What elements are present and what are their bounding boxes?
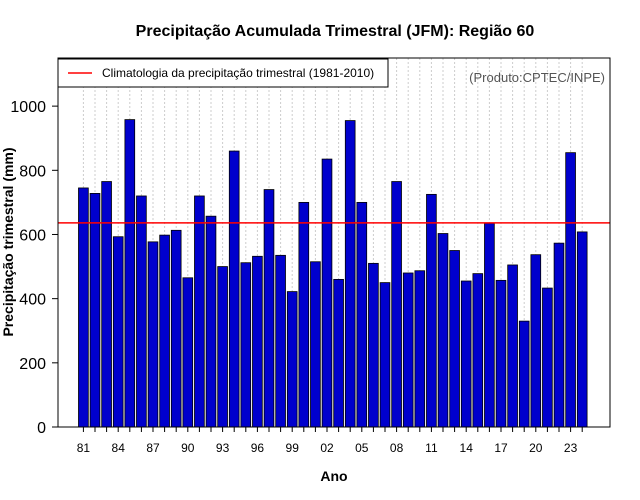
bar-23 [565, 152, 576, 428]
bar-91 [194, 195, 205, 428]
bar-94 [228, 150, 240, 428]
bar-98 [275, 254, 286, 428]
bar-81 [78, 187, 89, 428]
bar-06 [368, 262, 379, 428]
bar-02 [321, 158, 333, 428]
x-tick-label: 87 [146, 441, 160, 455]
y-tick-label: 200 [19, 356, 46, 373]
y-tick-label: 400 [19, 292, 46, 309]
x-tick-label: 93 [216, 441, 230, 455]
y-tick-label: 800 [19, 163, 46, 180]
bar-11 [426, 193, 437, 428]
bar-03 [333, 278, 344, 428]
x-axis: 81 84 87 90 93 96 99 02 05 08 11 14 17 20 23 [77, 427, 583, 455]
credit-text: (Produto:CPTEC/INPE) [469, 70, 605, 85]
bar-85 [124, 119, 136, 428]
bar-15 [472, 273, 484, 428]
legend: Climatologia da precipitação trimestral … [57, 58, 389, 88]
bar-99 [286, 291, 298, 428]
bar-16 [484, 222, 495, 428]
x-tick-label: 02 [320, 441, 334, 455]
bar-19 [518, 320, 530, 428]
bar-96 [252, 255, 263, 428]
bar-13 [449, 250, 460, 428]
bar-24 [576, 231, 588, 428]
bar-92 [205, 215, 217, 428]
bar-83 [101, 181, 112, 428]
bar-90 [182, 277, 194, 428]
bar-14 [460, 280, 472, 428]
bar-07 [379, 282, 391, 428]
bar-89 [170, 229, 182, 428]
x-tick-label: 84 [112, 441, 126, 455]
bar-09 [402, 272, 414, 428]
x-tick-label: 11 [425, 441, 438, 455]
bar-97 [263, 189, 275, 428]
bar-17 [495, 279, 507, 428]
x-tick-label: 17 [494, 441, 508, 455]
x-tick-label: 05 [355, 441, 369, 455]
x-tick-label: 99 [286, 441, 300, 455]
x-tick-label: 90 [181, 441, 195, 455]
plot-frame [57, 57, 611, 428]
bar-20 [530, 254, 542, 428]
chart-title: Precipitação Acumulada Trimestral (JFM):… [136, 23, 535, 40]
bar-18 [507, 264, 518, 428]
bar-05 [356, 201, 368, 428]
bar-95 [240, 262, 252, 428]
y-tick-label: 1000 [10, 99, 46, 116]
y-tick-label: 0 [37, 420, 46, 437]
legend-label: Climatologia da precipitação trimestral … [102, 66, 374, 80]
bar-00 [298, 201, 310, 428]
bar-88 [159, 234, 170, 428]
x-tick-label: 23 [564, 441, 578, 455]
bar-21 [542, 287, 553, 428]
bar-04 [344, 120, 356, 428]
y-axis-title: Precipitação trimestral (mm) [0, 147, 16, 336]
x-tick-label: 14 [460, 441, 474, 455]
bar-93 [217, 266, 228, 428]
y-axis: 0 200 400 600 800 1000 [10, 99, 58, 437]
x-tick-label: 96 [251, 441, 265, 455]
bar-10 [414, 270, 426, 428]
legend-box [57, 58, 389, 88]
bar-86 [136, 195, 147, 428]
bar-82 [89, 193, 101, 428]
bar-84 [112, 236, 124, 428]
x-tick-label: 81 [77, 441, 91, 455]
bar-87 [147, 241, 159, 428]
bar-22 [553, 242, 565, 428]
x-tick-label: 20 [529, 441, 543, 455]
bar-01 [310, 261, 321, 428]
bar-series [78, 119, 588, 428]
x-axis-title: Ano [320, 468, 347, 484]
y-tick-label: 600 [19, 227, 46, 244]
bar-08 [391, 181, 402, 428]
bar-12 [437, 233, 449, 428]
x-tick-label: 08 [390, 441, 404, 455]
